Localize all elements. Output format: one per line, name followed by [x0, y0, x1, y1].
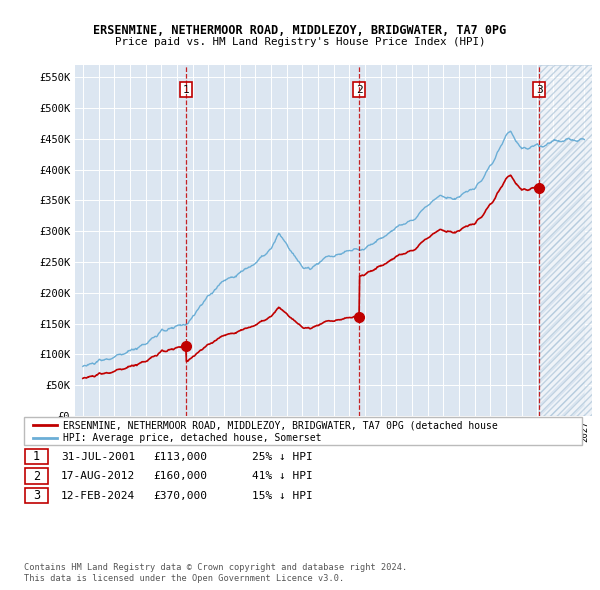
Bar [539, 65, 592, 416]
Text: 3: 3 [33, 489, 40, 502]
Text: £113,000: £113,000 [153, 452, 207, 461]
Text: 12-FEB-2024: 12-FEB-2024 [61, 491, 136, 500]
Text: 3: 3 [536, 84, 542, 94]
Text: HPI: Average price, detached house, Somerset: HPI: Average price, detached house, Some… [63, 434, 322, 443]
Text: 25% ↓ HPI: 25% ↓ HPI [252, 452, 313, 461]
Text: ERSENMINE, NETHERMOOR ROAD, MIDDLEZOY, BRIDGWATER, TA7 0PG (detached house: ERSENMINE, NETHERMOOR ROAD, MIDDLEZOY, B… [63, 420, 498, 430]
Text: 1: 1 [33, 450, 40, 463]
Text: 31-JUL-2001: 31-JUL-2001 [61, 452, 136, 461]
Text: £160,000: £160,000 [153, 471, 207, 481]
Text: 2: 2 [356, 84, 362, 94]
Text: 41% ↓ HPI: 41% ↓ HPI [252, 471, 313, 481]
Text: Price paid vs. HM Land Registry's House Price Index (HPI): Price paid vs. HM Land Registry's House … [115, 37, 485, 47]
Text: 1: 1 [182, 84, 190, 94]
Text: ERSENMINE, NETHERMOOR ROAD, MIDDLEZOY, BRIDGWATER, TA7 0PG: ERSENMINE, NETHERMOOR ROAD, MIDDLEZOY, B… [94, 24, 506, 37]
Text: This data is licensed under the Open Government Licence v3.0.: This data is licensed under the Open Gov… [24, 573, 344, 583]
Text: Contains HM Land Registry data © Crown copyright and database right 2024.: Contains HM Land Registry data © Crown c… [24, 563, 407, 572]
Text: 15% ↓ HPI: 15% ↓ HPI [252, 491, 313, 500]
Text: 17-AUG-2012: 17-AUG-2012 [61, 471, 136, 481]
Text: £370,000: £370,000 [153, 491, 207, 500]
Text: 2: 2 [33, 470, 40, 483]
